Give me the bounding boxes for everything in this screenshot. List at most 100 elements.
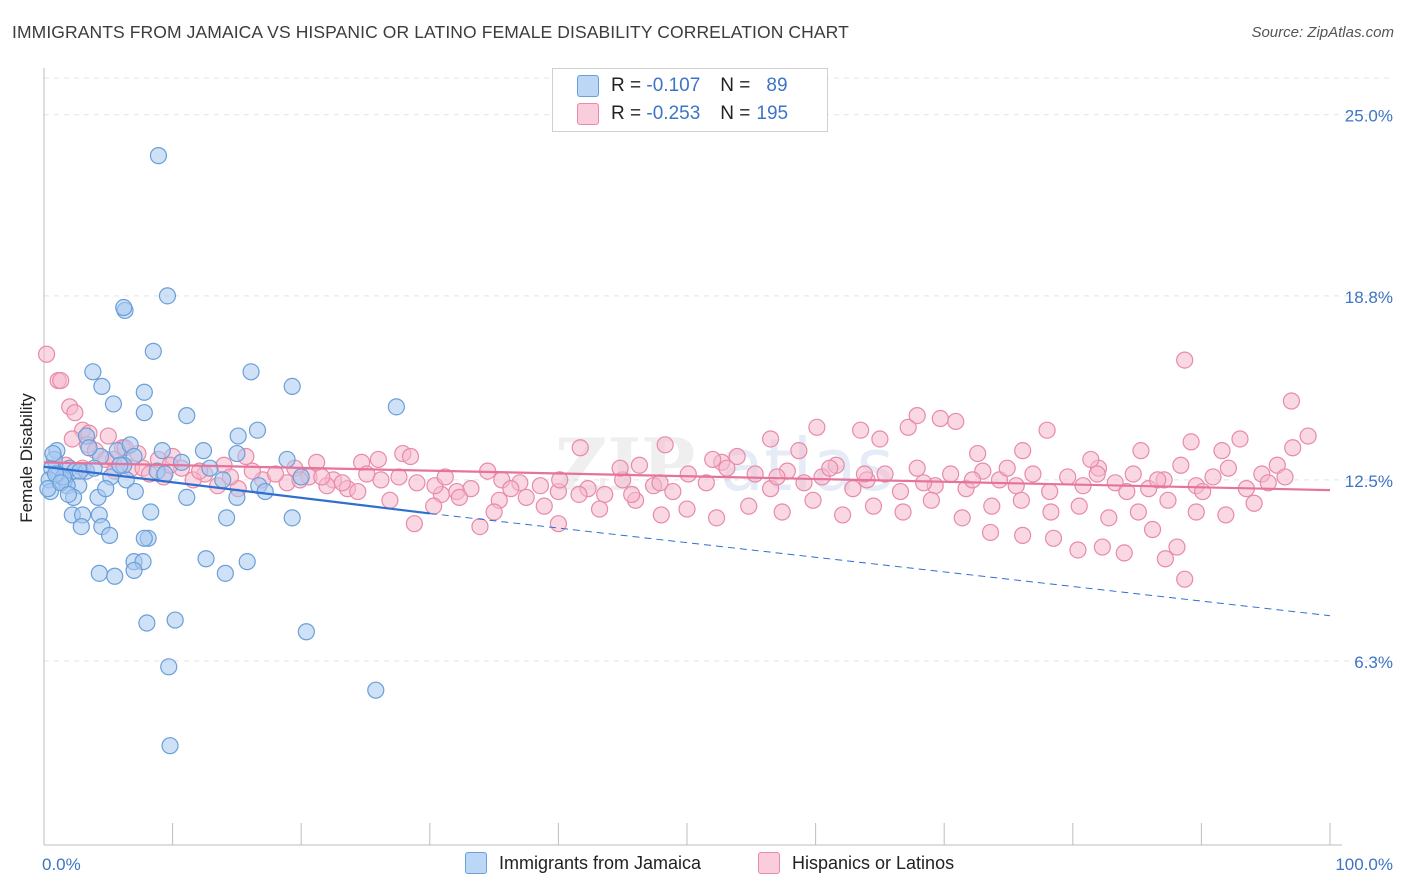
hispanic-point [485, 503, 503, 521]
jamaica-point [173, 453, 191, 471]
hispanic-point [1044, 529, 1063, 547]
jamaica-point [144, 342, 162, 360]
hispanic-point [1007, 477, 1025, 495]
hispanic-point [1088, 465, 1106, 483]
jamaica-point [278, 450, 296, 469]
y-axis-label: Female Disability [17, 393, 36, 523]
jamaica-point [238, 553, 256, 571]
bottom-legend-swatch-pink [758, 852, 780, 874]
bottom-legend-jamaica: Immigrants from Jamaica [465, 852, 701, 874]
legend-swatch-pink [577, 103, 599, 125]
hispanic-point [931, 409, 949, 428]
jamaica-point [153, 442, 171, 460]
hispanic-point [844, 480, 862, 498]
hispanic-point [1106, 474, 1124, 492]
jamaica-point [297, 623, 315, 641]
jamaica-point [292, 468, 310, 486]
hispanic-point [679, 465, 697, 483]
hispanic-point [450, 488, 468, 506]
jamaica-point [218, 509, 236, 527]
hispanic-point [471, 518, 489, 536]
legend-r-value: -0.107 [646, 75, 701, 96]
hispanic-point [1070, 497, 1088, 515]
hispanic-point [401, 447, 420, 466]
hispanic-point [981, 523, 1000, 542]
bottom-legend-hispanic: Hispanics or Latinos [758, 852, 954, 874]
hispanic-point [1024, 465, 1042, 483]
legend-n-value: 195 [756, 103, 789, 124]
hispanic-point [652, 506, 670, 524]
hispanic-point [1093, 538, 1111, 556]
jamaica-point [72, 518, 90, 536]
jamaica-point [125, 561, 143, 580]
hispanic-point [37, 345, 56, 363]
jamaica-point [90, 564, 108, 582]
hispanic-point [1176, 570, 1194, 588]
hispanic-point [535, 497, 553, 515]
bottom-legend-swatch-blue [465, 852, 487, 874]
jamaica-point [216, 564, 234, 582]
hispanic-point [381, 491, 399, 509]
hispanic-point [408, 474, 426, 492]
jamaica-point [166, 611, 184, 629]
hispanic-point [630, 456, 649, 474]
legend-r-value: -0.253 [646, 103, 701, 124]
hispanic-point [1014, 442, 1032, 460]
y-tick-label: 25.0% [1345, 107, 1393, 126]
jamaica-point [149, 147, 168, 165]
hispanic-point [531, 477, 549, 495]
hispanic-point [790, 442, 808, 460]
hispanic-point [349, 482, 367, 501]
hispanic-point [1182, 433, 1200, 451]
hispanic-point [834, 506, 852, 524]
jamaica-point [194, 442, 213, 460]
hispanic-point [1082, 450, 1100, 469]
legend-n-label: N = [720, 103, 751, 124]
jamaica-point [142, 503, 160, 521]
jamaica-point [214, 471, 232, 489]
hispanic-point [704, 450, 722, 469]
jamaica-point [158, 287, 177, 305]
legend-r-label: R = [611, 103, 642, 124]
hispanic-point [1187, 503, 1205, 521]
hispanic-point [773, 503, 791, 521]
hispanic-point [728, 447, 746, 466]
hispanic-point [313, 468, 331, 486]
hispanic-point [1172, 456, 1190, 474]
hispanic-point [1194, 482, 1212, 501]
jamaica-point [248, 421, 267, 439]
bottom-legend-label: Immigrants from Jamaica [499, 852, 702, 873]
hispanic-point [942, 465, 960, 483]
hispanic-point [1149, 471, 1167, 489]
jamaica-point [106, 567, 124, 585]
hispanic-point [1156, 550, 1174, 568]
jamaica-point [84, 363, 102, 381]
hispanic-point [761, 430, 780, 448]
hispanic-point [855, 465, 874, 483]
hispanic-point [899, 418, 917, 436]
hispanic-point [1284, 439, 1302, 457]
hispanic-point [718, 459, 736, 477]
hispanic-point [1231, 430, 1249, 448]
chart-title: IMMIGRANTS FROM JAMAICA VS HISPANIC OR L… [12, 22, 849, 42]
hispanic-point [596, 485, 614, 504]
jamaica-point [242, 363, 260, 381]
hispanic-point [611, 459, 629, 477]
jamaica-point [283, 377, 301, 395]
hispanic-point [664, 482, 682, 501]
jamaica-point [367, 681, 385, 699]
hispanic-point [1204, 468, 1222, 486]
hispanic-point [333, 474, 351, 492]
hispanic-point [808, 418, 826, 436]
hispanic-point [369, 450, 387, 469]
legend-n-value: 89 [766, 75, 788, 96]
hispanic-point [1245, 494, 1263, 512]
hispanic-point [1132, 442, 1150, 460]
hispanics-points [37, 345, 1317, 588]
legend-row-jamaica: R = -0.107 N = 89 [577, 74, 788, 98]
jamaica-point [138, 614, 156, 632]
jamaica-point [104, 395, 123, 413]
hispanic-point [697, 474, 715, 492]
y-tick-label: 18.8% [1345, 288, 1393, 307]
